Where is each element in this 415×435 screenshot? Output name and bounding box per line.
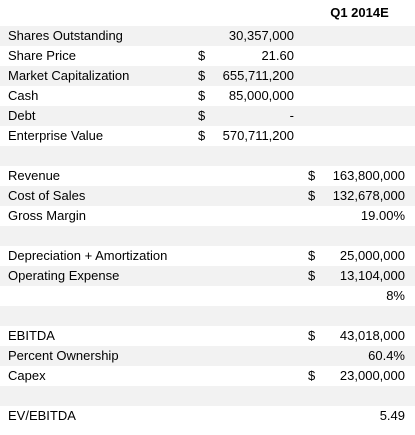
currency-sign: $ xyxy=(308,268,316,283)
currency-sign: $ xyxy=(308,328,316,343)
table-row: Cash $85,000,000 xyxy=(0,86,415,106)
row-label: Percent Ownership xyxy=(8,348,119,363)
table-row: Market Capitalization $655,711,200 xyxy=(0,66,415,86)
row-label: Cost of Sales xyxy=(8,188,86,203)
table-row: Depreciation + Amortization $25,000,000 xyxy=(0,246,415,266)
row-label: Revenue xyxy=(8,168,61,183)
currency-sign: $ xyxy=(198,88,206,103)
currency-sign: $ xyxy=(198,128,206,143)
row-label: EBITDA xyxy=(8,328,55,343)
column-header: Q1 2014E xyxy=(330,5,389,20)
value: 19.00% xyxy=(360,208,405,223)
value: 132,678,000 xyxy=(332,188,405,203)
table-row: EBITDA $43,018,000 xyxy=(0,326,415,346)
row-label: Market Capitalization xyxy=(8,68,130,83)
currency-sign: $ xyxy=(308,188,316,203)
value: 25,000,000 xyxy=(339,248,405,263)
table-row xyxy=(0,306,415,326)
row-label: Gross Margin xyxy=(8,208,87,223)
row-label: Cash xyxy=(8,88,39,103)
table-row: Debt $ - xyxy=(0,106,415,126)
currency-sign: $ xyxy=(308,368,316,383)
value: 5.49 xyxy=(379,408,405,423)
value: 30,357,000 xyxy=(228,28,294,43)
table-row: 8% xyxy=(0,286,415,306)
value: 60.4% xyxy=(368,348,405,363)
row-label: Operating Expense xyxy=(8,268,120,283)
row-label: Share Price xyxy=(8,48,76,63)
table-row: Share Price $21.60 xyxy=(0,46,415,66)
currency-sign: $ xyxy=(308,168,316,183)
table-row: Percent Ownership 60.4% xyxy=(0,346,415,366)
table-row xyxy=(0,386,415,406)
table-row xyxy=(0,226,415,246)
currency-sign: $ xyxy=(198,68,206,83)
table-row xyxy=(0,146,415,166)
value: 23,000,000 xyxy=(339,368,405,383)
table-row: Enterprise Value $570,711,200 xyxy=(0,126,415,146)
row-label: Debt xyxy=(8,108,36,123)
value: 655,711,200 xyxy=(222,68,294,83)
value: 163,800,000 xyxy=(332,168,405,183)
currency-sign: $ xyxy=(198,108,206,123)
currency-sign: $ xyxy=(308,248,316,263)
value: 85,000,000 xyxy=(228,88,294,103)
table-row: Capex $23,000,000 xyxy=(0,366,415,386)
row-label: EV/EBITDA xyxy=(8,408,76,423)
row-label: Depreciation + Amortization xyxy=(8,248,168,263)
table-row: EV/EBITDA 5.49 xyxy=(0,406,415,426)
value: 21.60 xyxy=(261,48,294,63)
row-label: Capex xyxy=(8,368,46,383)
value: - xyxy=(289,108,294,123)
value: 43,018,000 xyxy=(339,328,405,343)
row-label: Enterprise Value xyxy=(8,128,104,143)
table-row: Shares Outstanding 30,357,000 xyxy=(0,26,415,46)
table-row: Revenue $163,800,000 xyxy=(0,166,415,186)
currency-sign: $ xyxy=(198,48,206,63)
value: 13,104,000 xyxy=(339,268,405,283)
row-label: Shares Outstanding xyxy=(8,28,123,43)
value: 8% xyxy=(386,288,405,303)
value: 570,711,200 xyxy=(222,128,294,143)
table-row: Cost of Sales $132,678,000 xyxy=(0,186,415,206)
table-row: Operating Expense $13,104,000 xyxy=(0,266,415,286)
table-row: Gross Margin 19.00% xyxy=(0,206,415,226)
